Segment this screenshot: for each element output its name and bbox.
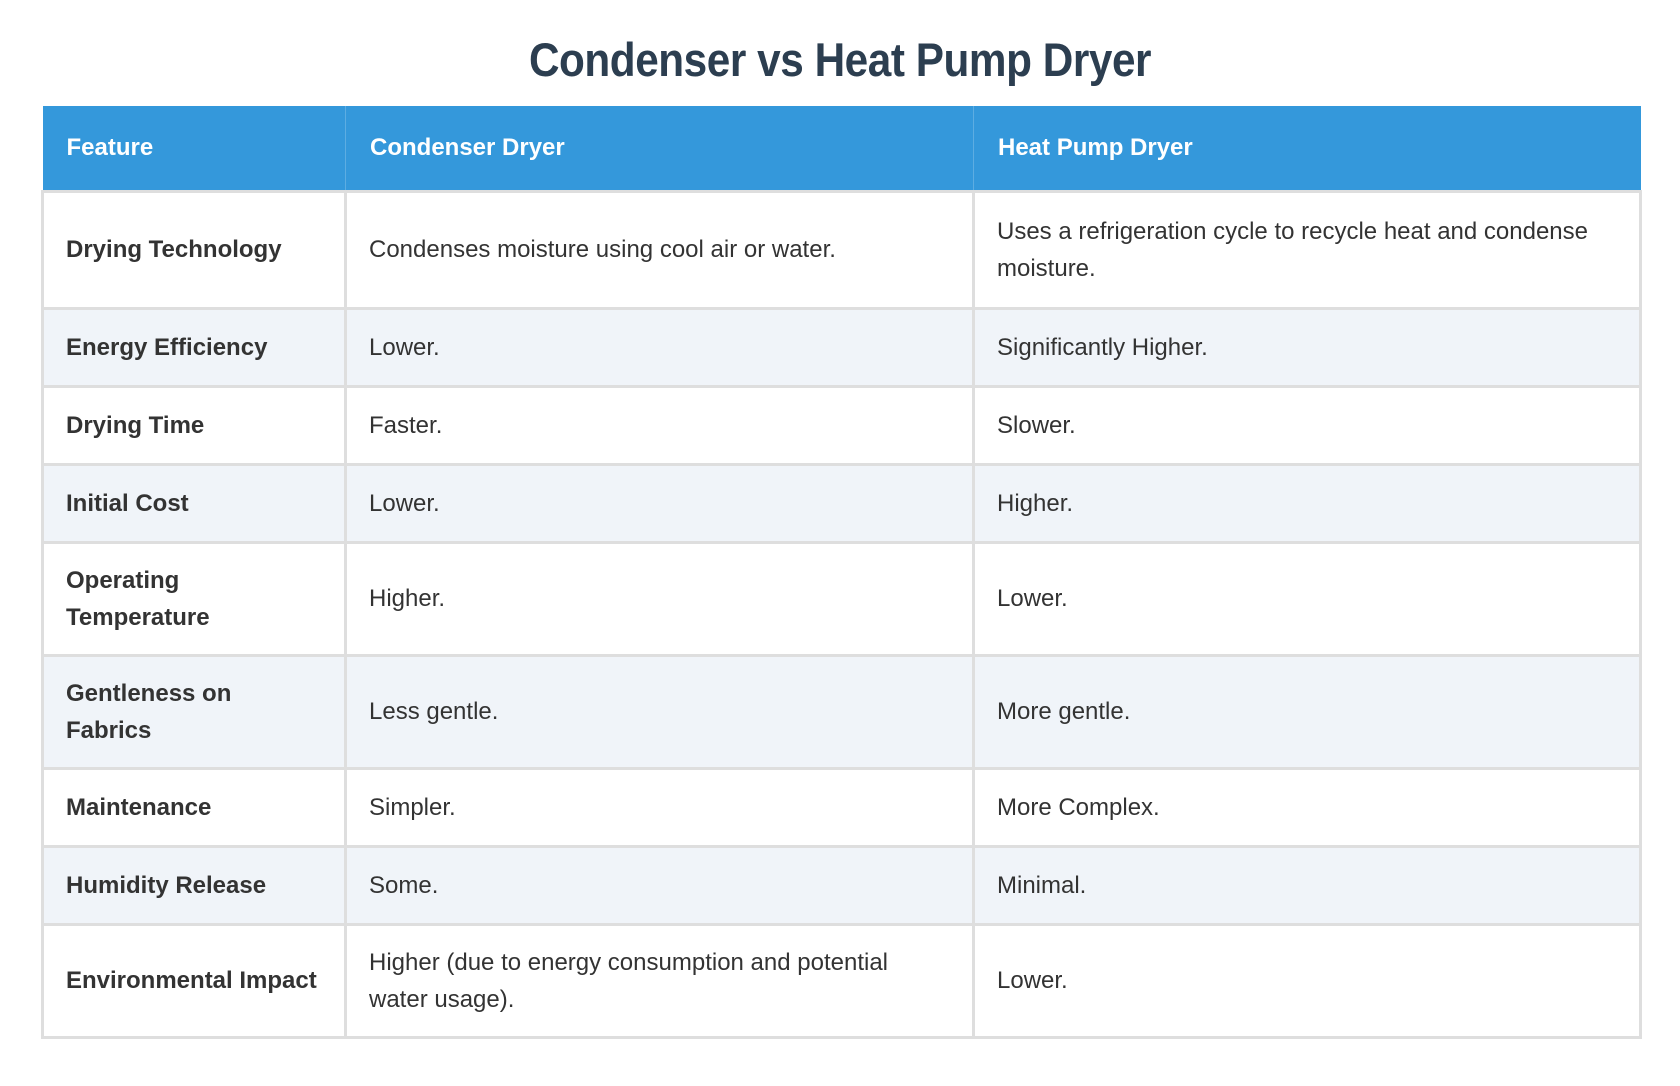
heat-pump-cell: Higher. [972,462,1642,544]
heat-pump-cell: Lower. [972,540,1642,657]
table-row: Initial Cost Lower. Higher. [41,462,1642,544]
condenser-cell: Simpler. [344,766,975,848]
comparison-table: Feature Condenser Dryer Heat Pump Dryer … [41,106,1642,1039]
table-row: Gentleness on Fabrics Less gentle. More … [41,653,1642,770]
feature-cell: Drying Time [41,384,347,466]
condenser-cell: Lower. [344,306,975,388]
heat-pump-cell: Significantly Higher. [972,306,1642,388]
condenser-cell: Higher. [344,540,975,657]
table-row: Humidity Release Some. Minimal. [41,844,1642,926]
heat-pump-cell: More Complex. [972,766,1642,848]
feature-cell: Initial Cost [41,462,347,544]
feature-cell: Maintenance [41,766,347,848]
condenser-cell: Lower. [344,462,975,544]
feature-cell: Energy Efficiency [41,306,347,388]
table-row: Drying Technology Condenses moisture usi… [41,189,1642,310]
page-title: Condenser vs Heat Pump Dryer [528,33,1152,86]
condenser-cell: Some. [344,844,975,926]
condenser-cell: Less gentle. [344,653,975,770]
heat-pump-cell: More gentle. [972,653,1642,770]
header-heat-pump-dryer: Heat Pump Dryer [973,106,1641,191]
feature-cell: Humidity Release [41,844,347,926]
heat-pump-cell: Lower. [972,922,1642,1039]
table-body: Drying Technology Condenses moisture usi… [41,189,1642,1039]
heat-pump-cell: Uses a refrigeration cycle to recycle he… [972,189,1642,310]
condenser-cell: Higher (due to energy consumption and po… [344,922,975,1039]
feature-cell: Operating Temperature [41,540,347,657]
feature-cell: Environmental Impact [41,922,347,1039]
table-row: Operating Temperature Higher. Lower. [41,540,1642,657]
heat-pump-cell: Minimal. [972,844,1642,926]
table-row: Drying Time Faster. Slower. [41,384,1642,466]
header-condenser-dryer: Condenser Dryer [345,106,974,191]
condenser-cell: Faster. [344,384,975,466]
table-row: Energy Efficiency Lower. Significantly H… [41,306,1642,388]
header-row: Feature Condenser Dryer Heat Pump Dryer [42,106,1641,191]
feature-cell: Drying Technology [41,189,347,310]
table-row: Maintenance Simpler. More Complex. [41,766,1642,848]
table-header: Feature Condenser Dryer Heat Pump Dryer [42,106,1641,191]
header-feature: Feature [42,106,346,191]
condenser-cell: Condenses moisture using cool air or wat… [344,189,975,310]
heat-pump-cell: Slower. [972,384,1642,466]
feature-cell: Gentleness on Fabrics [41,653,347,770]
table-row: Environmental Impact Higher (due to ener… [41,922,1642,1039]
